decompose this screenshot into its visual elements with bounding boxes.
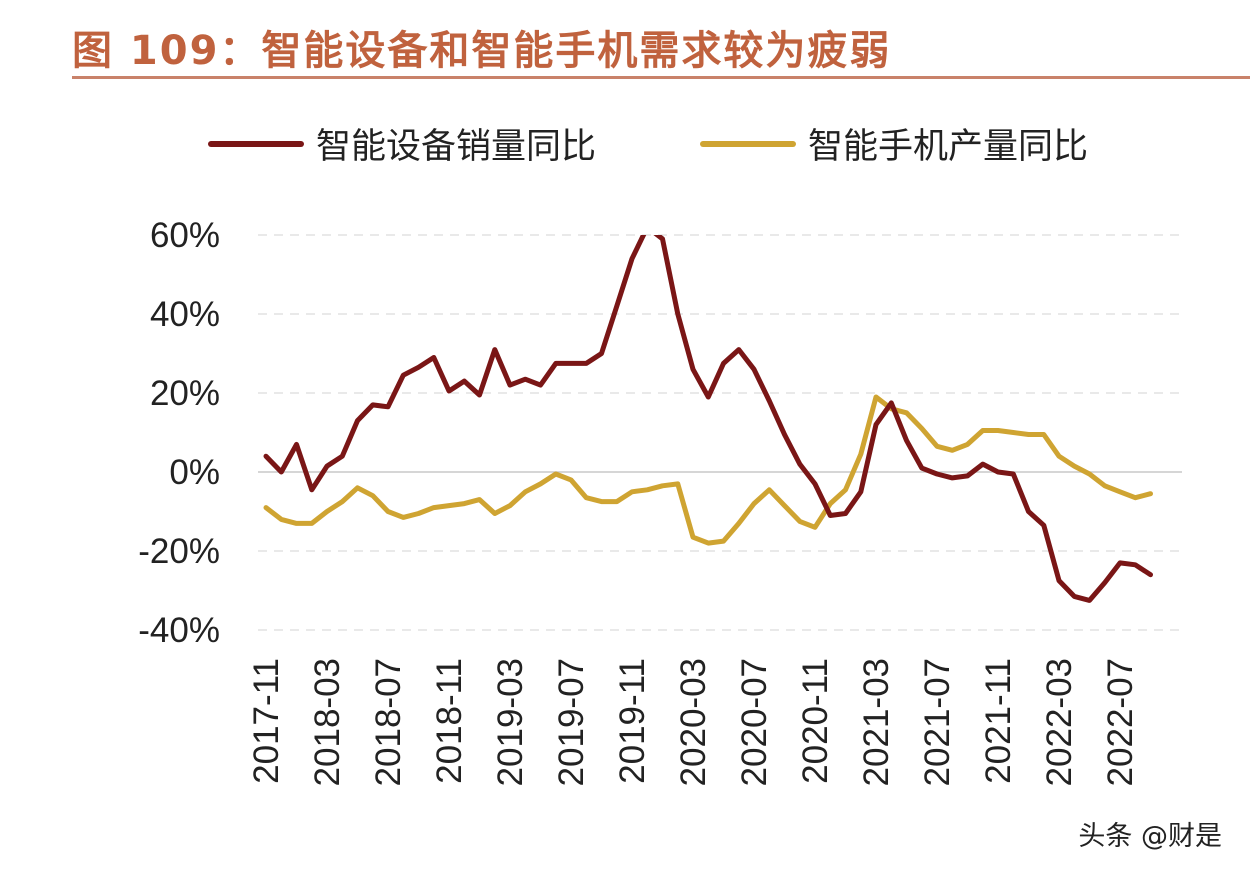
- legend-item-device-sales: 智能设备销量同比: [208, 118, 596, 169]
- y-tick-label: -40%: [138, 611, 220, 650]
- x-tick-label: 2018-07: [369, 658, 408, 786]
- x-tick-label: 2020-07: [735, 658, 774, 786]
- legend-swatch-device-sales: [208, 140, 304, 147]
- y-tick-label: 40%: [150, 295, 220, 334]
- y-axis-ticks: -40% -20% 0% 20% 40% 60%: [138, 216, 220, 650]
- title-divider: [72, 76, 1250, 79]
- watermark: 头条 @财是: [1078, 821, 1222, 852]
- x-tick-label: 2017-11: [247, 658, 286, 784]
- y-tick-label: 20%: [150, 374, 220, 413]
- legend-item-phone-output: 智能手机产量同比: [700, 118, 1088, 169]
- x-tick-label: 2020-11: [796, 658, 835, 784]
- page-title: 图 109：智能设备和智能手机需求较为疲弱: [72, 28, 892, 74]
- x-tick-label: 2021-07: [918, 658, 957, 786]
- legend-label-device-sales: 智能设备销量同比: [316, 127, 597, 167]
- x-tick-label: 2021-03: [857, 658, 896, 786]
- y-tick-label: -20%: [138, 532, 220, 571]
- x-tick-label: 2020-03: [674, 658, 713, 786]
- x-tick-label: 2022-07: [1101, 658, 1140, 786]
- series-line-phone-output: [263, 394, 1153, 546]
- x-tick-label: 2021-11: [979, 658, 1018, 784]
- y-tick-label: 0%: [169, 453, 220, 492]
- x-tick-label: 2018-03: [308, 658, 347, 786]
- series-lines: [263, 235, 1153, 603]
- x-tick-label: 2019-07: [552, 658, 591, 786]
- legend-label-phone-output: 智能手机产量同比: [808, 127, 1089, 167]
- series-line-device-sales: [263, 235, 1153, 603]
- legend-swatch-phone-output: [700, 140, 796, 147]
- gridlines: [258, 234, 1182, 631]
- x-tick-label: 2019-03: [491, 658, 530, 786]
- x-tick-label: 2019-11: [613, 658, 652, 784]
- x-axis-ticks: 2017-11 2018-03 2018-07 2018-11 2019-03 2019-…: [247, 658, 1140, 786]
- x-tick-label: 2022-03: [1040, 658, 1079, 786]
- y-tick-label: 60%: [150, 216, 220, 255]
- x-tick-label: 2018-11: [430, 658, 469, 784]
